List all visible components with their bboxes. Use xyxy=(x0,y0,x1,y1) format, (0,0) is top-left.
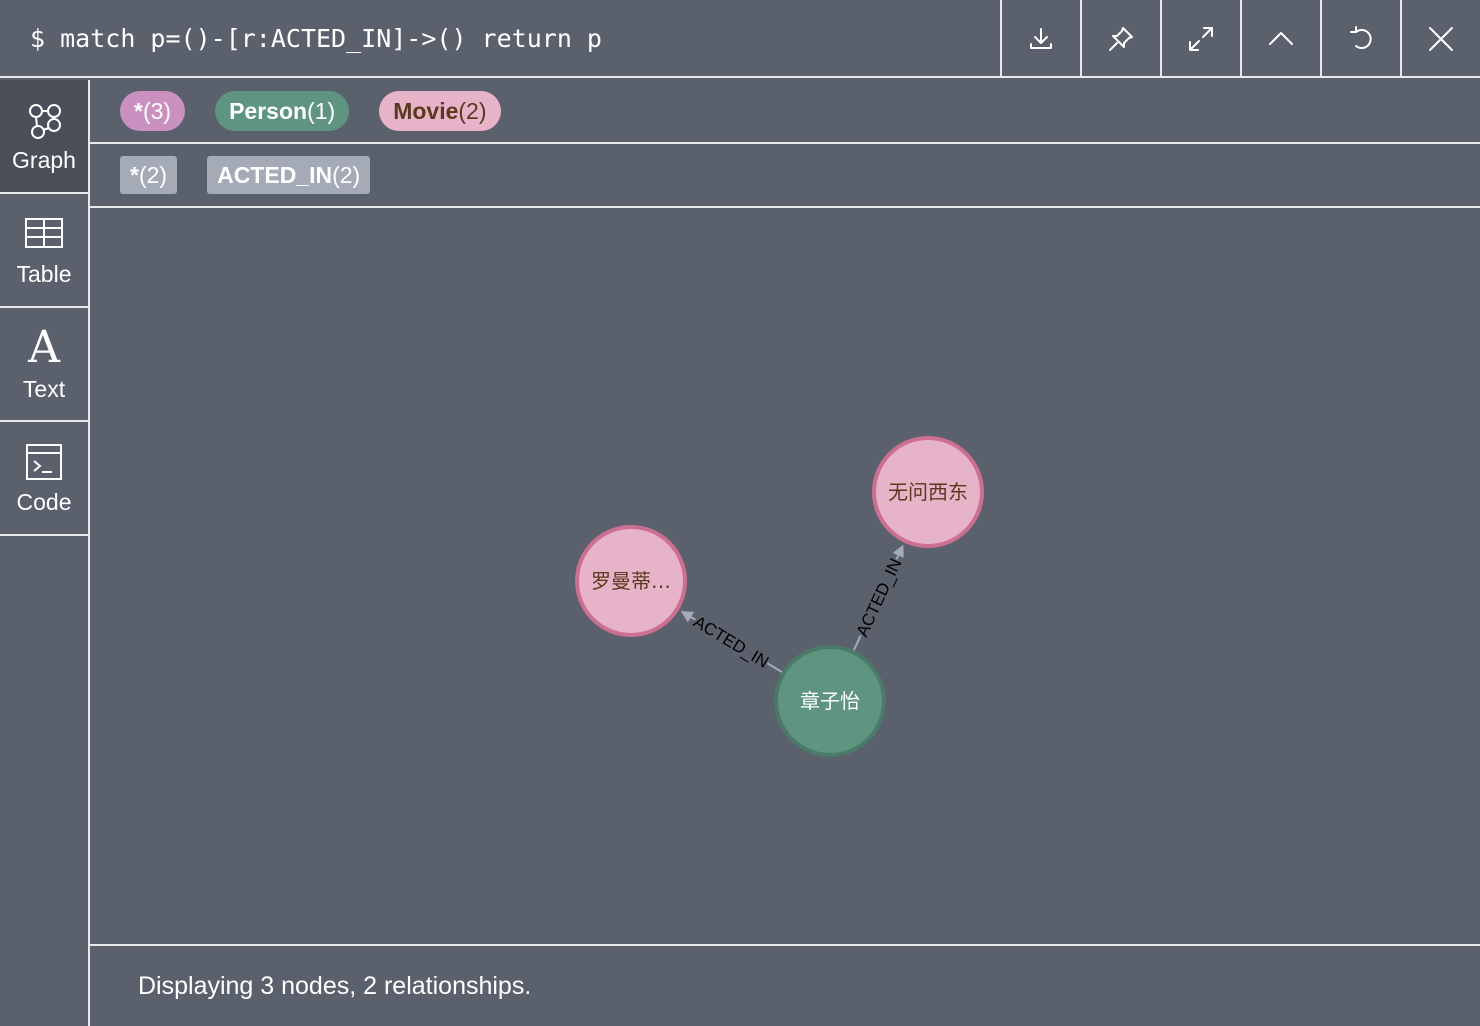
view-switcher: Graph Table A Text Code xyxy=(0,80,90,1026)
relationship-type-legend: * (2) ACTED_IN (2) xyxy=(90,144,1480,208)
node-caption: 章子怡 xyxy=(800,689,860,713)
graph-canvas[interactable]: ACTED_IN ACTED_IN 章子怡 罗曼蒂… 无问西东 xyxy=(90,208,1480,946)
graph-svg: ACTED_IN ACTED_IN 章子怡 罗曼蒂… 无问西东 xyxy=(575,436,984,757)
rel-all-tag[interactable]: * (2) xyxy=(120,156,178,194)
node-person[interactable]: 章子怡 xyxy=(774,645,886,757)
label-all-pill[interactable]: * (3) xyxy=(120,91,186,131)
text-icon: A xyxy=(28,321,60,373)
rel-all-name: * xyxy=(130,161,139,188)
rerun-icon xyxy=(1350,26,1372,49)
nav-table[interactable]: Table xyxy=(0,194,88,308)
node-caption: 无问西东 xyxy=(888,480,968,504)
relationship-arrowhead xyxy=(892,544,904,558)
label-movie-pill[interactable]: Movie (2) xyxy=(379,91,501,131)
node-circle xyxy=(872,436,984,548)
nav-table-label: Table xyxy=(16,260,72,287)
relationship-label: ACTED_IN xyxy=(690,612,772,672)
rerun-button[interactable] xyxy=(1320,0,1400,78)
query-editor[interactable]: $ match p=()-[r:ACTED_IN]->() return p xyxy=(30,24,602,53)
node-circle xyxy=(575,525,687,637)
nav-code[interactable]: Code xyxy=(0,422,88,536)
pin-icon xyxy=(1109,27,1133,51)
nav-text[interactable]: A Text xyxy=(0,308,88,422)
nav-graph[interactable]: Graph xyxy=(0,80,88,194)
expand-icon xyxy=(1189,27,1213,51)
pin-button[interactable] xyxy=(1080,0,1160,78)
graph-icon xyxy=(29,103,61,139)
relationship-acted-in[interactable]: ACTED_IN xyxy=(851,544,906,651)
rel-acted-in-tag[interactable]: ACTED_IN (2) xyxy=(207,156,371,194)
label-person-pill[interactable]: Person (1) xyxy=(215,91,350,131)
rel-acted-in-count: (2) xyxy=(332,161,361,188)
node-label-legend: * (3) Person (1) Movie (2) xyxy=(90,80,1480,144)
table-icon xyxy=(25,217,63,248)
label-all-name: * xyxy=(134,97,143,124)
label-person-name: Person xyxy=(229,97,308,124)
label-all-count: (3) xyxy=(142,97,172,124)
relationship-label: ACTED_IN xyxy=(853,556,906,640)
label-movie-count: (2) xyxy=(458,97,487,124)
collapse-button[interactable] xyxy=(1240,0,1320,78)
relationship-acted-in[interactable]: ACTED_IN xyxy=(680,610,783,673)
node-movie[interactable]: 罗曼蒂… xyxy=(575,525,687,637)
node-caption: 罗曼蒂… xyxy=(591,569,671,593)
query-prompt: $ xyxy=(30,24,46,53)
download-icon xyxy=(1030,28,1052,49)
nav-text-label: Text xyxy=(22,375,66,402)
label-person-count: (1) xyxy=(307,97,336,124)
collapse-icon xyxy=(1269,32,1293,45)
nav-graph-label: Graph xyxy=(12,146,76,173)
node-movie[interactable]: 无问西东 xyxy=(872,436,984,548)
query-text: match p=()-[r:ACTED_IN]->() return p xyxy=(60,24,602,53)
relationship-arrowhead xyxy=(680,610,695,623)
rel-all-count: (2) xyxy=(138,161,168,188)
nav-code-label: Code xyxy=(16,488,72,515)
rel-acted-in-name: ACTED_IN xyxy=(217,161,333,188)
frame-toolbar xyxy=(1000,0,1480,78)
code-icon xyxy=(26,443,62,480)
download-button[interactable] xyxy=(1000,0,1080,78)
query-bar: $ match p=()-[r:ACTED_IN]->() return p xyxy=(0,0,1480,78)
close-icon xyxy=(1429,27,1453,51)
label-movie-name: Movie xyxy=(393,97,459,124)
close-button[interactable] xyxy=(1400,0,1480,78)
status-text: Displaying 3 nodes, 2 relationships. xyxy=(138,972,532,1000)
node-circle xyxy=(774,645,886,757)
fullscreen-button[interactable] xyxy=(1160,0,1240,78)
